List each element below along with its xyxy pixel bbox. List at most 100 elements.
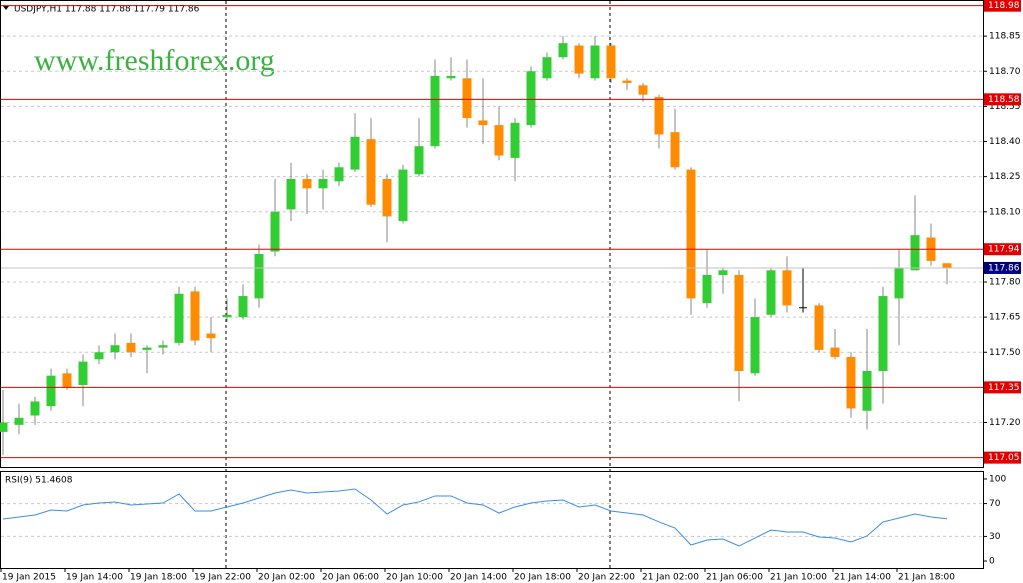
current-price-label: 117.86 xyxy=(988,263,1020,273)
y-tick-label: 70 xyxy=(989,499,1001,509)
candle-body xyxy=(30,401,40,416)
x-tick-label: 21 Jan 14:00 xyxy=(834,573,891,583)
candle-body xyxy=(174,293,184,343)
x-tick-label: 19 Jan 18:00 xyxy=(130,573,187,583)
candle-body xyxy=(94,352,104,360)
title-arrow xyxy=(3,6,9,10)
rsi-title: RSI(9) 51.4608 xyxy=(5,476,73,486)
level-label-box xyxy=(984,451,1021,464)
level-label-box xyxy=(984,0,1021,12)
watermark: www.freshforex.org xyxy=(34,44,275,77)
y-tick-label: 118.55 xyxy=(989,102,1021,112)
x-tick-label: 20 Jan 02:00 xyxy=(258,573,315,583)
candle-body xyxy=(494,125,504,156)
x-tick-label: 20 Jan 22:00 xyxy=(578,573,635,583)
candle-body xyxy=(126,342,136,353)
x-tick-label: 21 Jan 06:00 xyxy=(706,573,763,583)
x-tick-label: 21 Jan 02:00 xyxy=(642,573,699,583)
candle-body xyxy=(414,146,424,175)
candle-body xyxy=(78,361,88,386)
current-price-box xyxy=(984,261,1021,274)
x-tick-label: 19 Jan 22:00 xyxy=(194,573,251,583)
candle-body xyxy=(318,178,328,189)
y-tick-label: 118.85 xyxy=(989,32,1021,42)
candle-body xyxy=(622,80,632,83)
level-label: 118.98 xyxy=(988,1,1020,11)
rsi-line xyxy=(2,488,948,547)
candle-body xyxy=(14,417,24,425)
candle-body xyxy=(190,291,200,341)
candle-body xyxy=(302,178,312,189)
candle-body xyxy=(766,270,776,315)
candle-body xyxy=(526,71,536,126)
x-tick-label: 19 Jan 14:00 xyxy=(66,573,123,583)
candle-body xyxy=(718,270,728,275)
candle-body xyxy=(702,274,712,304)
candle-body xyxy=(846,356,856,409)
y-tick-label: 117.20 xyxy=(989,418,1021,428)
candle-body xyxy=(382,178,392,217)
y-tick-label: 117.80 xyxy=(989,278,1021,288)
x-tick-label: 20 Jan 14:00 xyxy=(450,573,507,583)
candle-body xyxy=(830,347,840,357)
candle-body xyxy=(750,317,760,374)
candle-body xyxy=(862,370,872,411)
candle-body xyxy=(430,75,440,147)
main-frame xyxy=(0,0,984,468)
candle-body xyxy=(558,43,568,58)
candle-body xyxy=(654,97,664,135)
level-label-box xyxy=(984,381,1021,394)
candle-body xyxy=(478,120,488,126)
candle-body xyxy=(62,373,72,388)
x-tick-label: 19 Jan 2015 xyxy=(2,573,56,583)
level-label: 117.35 xyxy=(988,383,1020,393)
level-label: 118.58 xyxy=(988,95,1020,105)
candle-body xyxy=(638,85,648,95)
rsi-frame xyxy=(0,471,984,569)
candle-body xyxy=(878,296,888,371)
level-label: 117.05 xyxy=(988,453,1020,463)
y-tick-label: 118.25 xyxy=(989,172,1021,182)
y-tick-label: 117.65 xyxy=(989,313,1021,323)
candle-body xyxy=(366,139,376,205)
y-tick-label: 100 xyxy=(989,474,1006,484)
candle-body xyxy=(670,132,680,168)
chart-title: USDJPY,H1 117.88 117.88 117.79 117.86 xyxy=(14,5,200,15)
candle-body xyxy=(942,263,952,268)
level-label-box xyxy=(984,243,1021,256)
candle-body xyxy=(238,296,248,318)
candle-body xyxy=(910,235,920,271)
candle-body xyxy=(542,57,552,79)
candle-body xyxy=(606,45,616,79)
candle-body xyxy=(350,136,360,170)
level-label: 117.94 xyxy=(988,245,1020,255)
candle-body xyxy=(574,45,584,74)
candle-body xyxy=(206,333,216,339)
candle-body xyxy=(110,345,120,353)
candle-body xyxy=(894,267,904,299)
candle-body xyxy=(462,78,472,119)
candle-body xyxy=(734,274,744,371)
y-tick-label: 118.40 xyxy=(989,137,1021,147)
candle-body xyxy=(782,270,792,306)
x-tick-label: 20 Jan 18:00 xyxy=(514,573,571,583)
y-tick-label: 117.50 xyxy=(989,348,1021,358)
x-tick-label: 20 Jan 10:00 xyxy=(386,573,443,583)
candle-body xyxy=(142,347,152,350)
candle-body xyxy=(222,314,232,318)
candle-body xyxy=(686,169,696,299)
candle-body xyxy=(270,211,280,252)
candle-body xyxy=(446,75,456,79)
candle-body xyxy=(590,45,600,79)
candle-body xyxy=(286,178,296,210)
candle-body xyxy=(254,253,264,299)
y-tick-label: 118.10 xyxy=(989,207,1021,217)
candle-body xyxy=(334,167,344,182)
x-tick-label: 21 Jan 18:00 xyxy=(898,573,955,583)
y-tick-label: 118.70 xyxy=(989,67,1021,77)
candle-body xyxy=(510,122,520,158)
y-tick-label: 0 xyxy=(989,557,995,567)
candle-body xyxy=(0,422,8,432)
